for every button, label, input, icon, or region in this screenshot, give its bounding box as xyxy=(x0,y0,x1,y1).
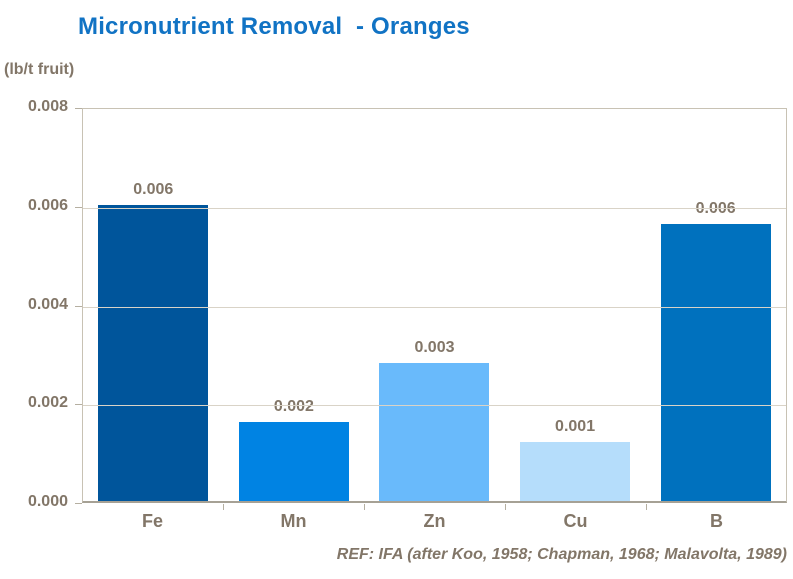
chart-title: Micronutrient Removal - Oranges xyxy=(78,13,470,40)
bar-column-B: 0.006 xyxy=(645,109,786,501)
bar-value-label-Fe: 0.006 xyxy=(133,181,174,198)
y-tick-mark xyxy=(75,207,82,208)
bar-value-label-Mn: 0.002 xyxy=(273,398,314,415)
y-tick-label-0.008: 0.008 xyxy=(27,98,68,115)
bar-Cu xyxy=(520,442,631,501)
y-tick-mark xyxy=(75,306,82,307)
bar-value-label-Cu: 0.001 xyxy=(555,418,596,435)
bar-value-label-Zn: 0.003 xyxy=(414,339,455,356)
plot-area: 0.006 0.002 0.003 0.001 0.006 xyxy=(82,108,787,503)
y-tick-label-0.000: 0.000 xyxy=(27,493,68,510)
x-axis-label-Cu: Cu xyxy=(563,511,588,531)
gridline-0.006 xyxy=(83,208,786,209)
x-axis-label-B: B xyxy=(710,511,723,531)
y-tick-label-0.004: 0.004 xyxy=(27,296,68,313)
y-tick-label-0.002: 0.002 xyxy=(27,394,68,411)
bar-B xyxy=(660,224,771,501)
reference-note: REF: IFA (after Koo, 1958; Chapman, 1968… xyxy=(336,546,787,563)
bar-column-Fe: 0.006 xyxy=(83,109,224,501)
x-tick-mark xyxy=(364,504,365,510)
gridline-0.002 xyxy=(83,405,786,406)
x-tick-mark xyxy=(646,504,647,510)
bar-series: 0.006 0.002 0.003 0.001 0.006 xyxy=(83,109,786,501)
x-tick-mark xyxy=(223,504,224,510)
bar-Mn xyxy=(238,422,349,501)
bar-value-label-B: 0.006 xyxy=(695,200,736,217)
bar-column-Zn: 0.003 xyxy=(364,109,505,501)
gridline-0.004 xyxy=(83,307,786,308)
x-axis-label-Fe: Fe xyxy=(141,511,163,531)
y-tick-mark xyxy=(75,503,82,504)
x-axis-label-Mn: Mn xyxy=(280,511,307,531)
y-axis-unit-label: (lb/t fruit) xyxy=(4,61,75,78)
y-tick-mark xyxy=(75,404,82,405)
bar-Fe xyxy=(98,205,209,501)
x-tick-mark xyxy=(505,504,506,510)
bar-Zn xyxy=(379,363,490,501)
x-axis-labels: Fe Mn Zn Cu B xyxy=(82,511,787,532)
y-tick-mark xyxy=(75,108,82,109)
bar-column-Mn: 0.002 xyxy=(224,109,365,501)
x-axis-label-Zn: Zn xyxy=(423,511,446,531)
bar-column-Cu: 0.001 xyxy=(505,109,646,501)
y-tick-label-0.006: 0.006 xyxy=(27,197,68,214)
